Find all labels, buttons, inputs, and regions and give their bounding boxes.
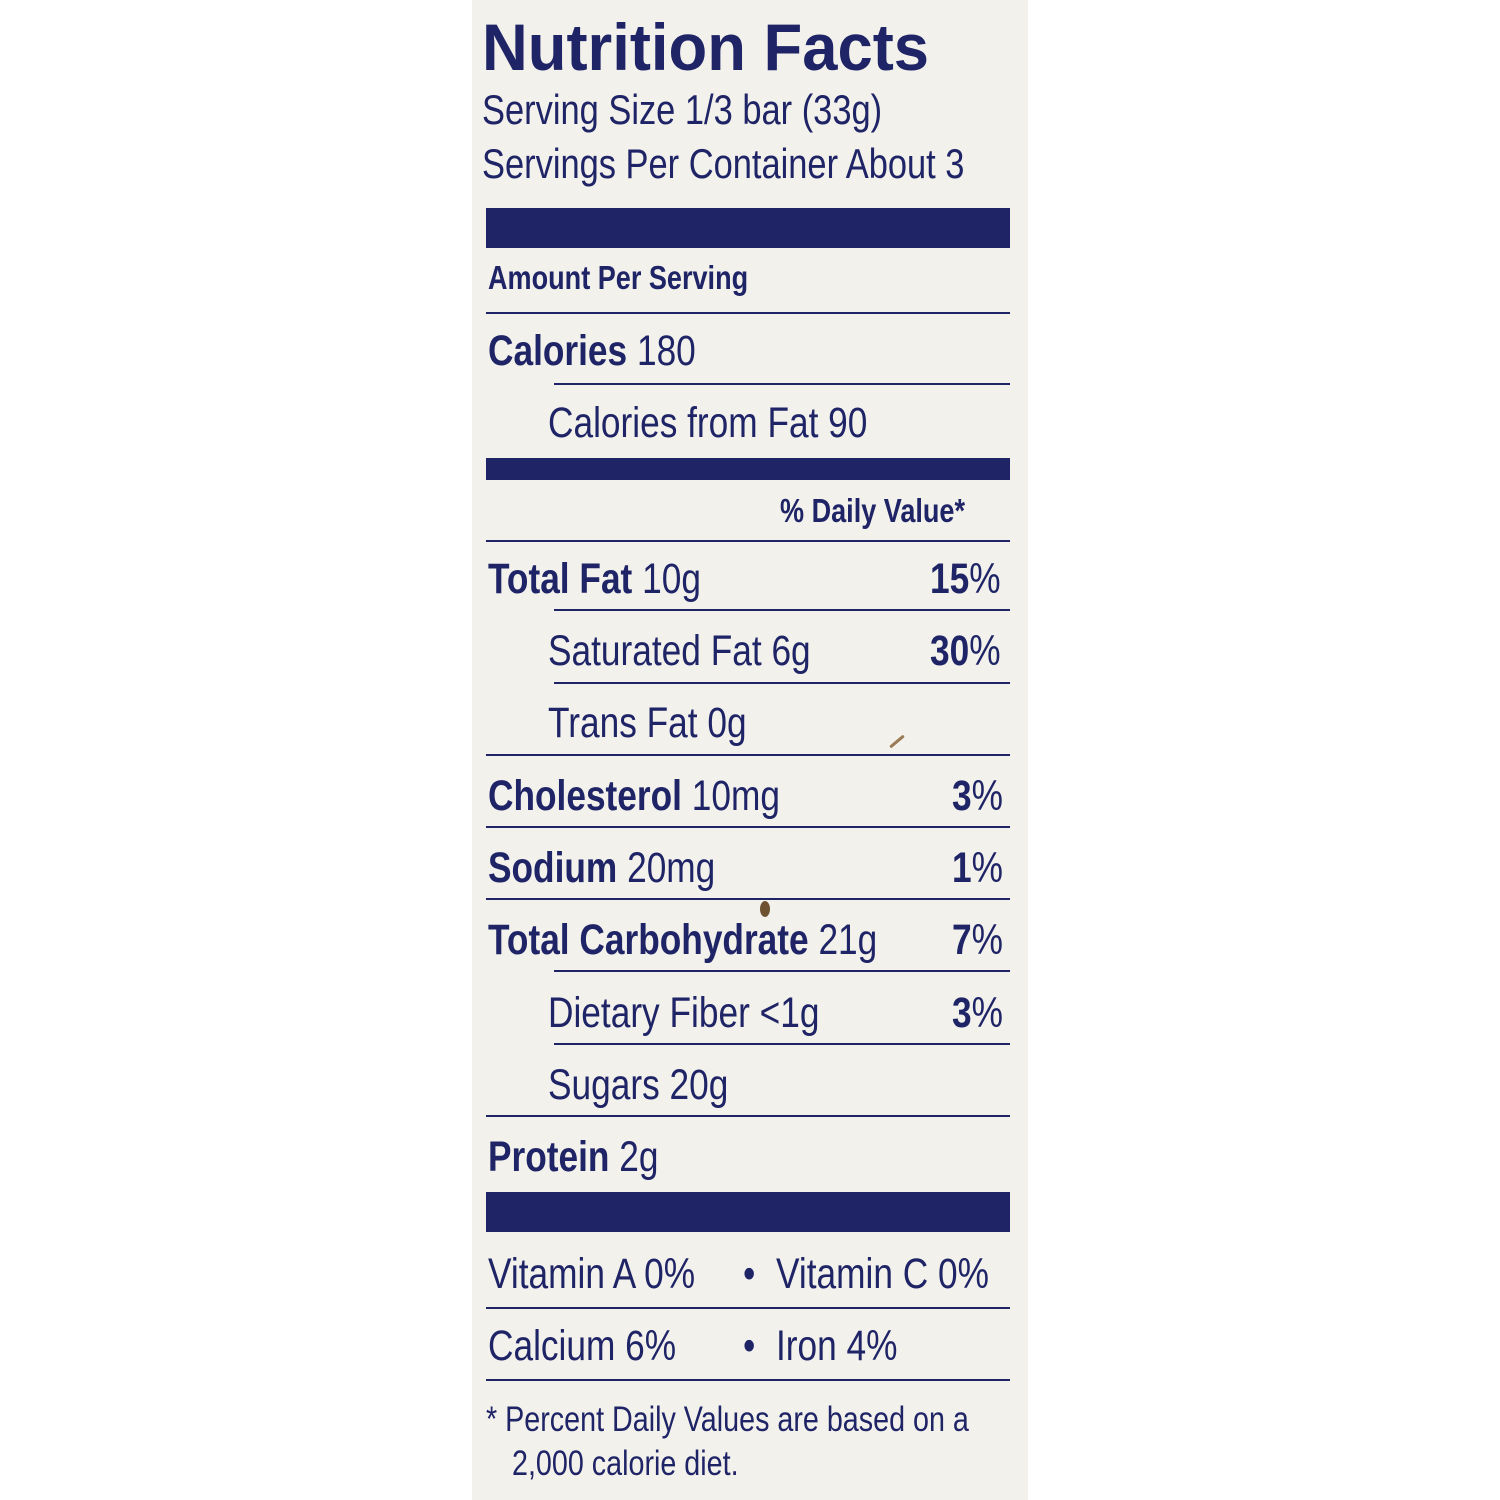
footnote-line-2: 2,000 calorie diet.	[512, 1444, 739, 1483]
bullet-2: •	[743, 1322, 756, 1370]
thick-divider-top	[486, 208, 1010, 248]
dv-number: 1	[952, 844, 972, 892]
nutrient-name: Dietary Fiber	[548, 989, 750, 1037]
dv-percent: %	[971, 916, 1003, 964]
rule-total-carbohydrate	[554, 970, 1010, 972]
nutrient-name: Sugars	[548, 1061, 660, 1109]
footnote-line-1: * Percent Daily Values are based on a	[486, 1400, 969, 1439]
nutrient-name: Cholesterol	[488, 772, 682, 820]
rule-amount	[486, 312, 1010, 314]
nutrient-name: Protein	[488, 1133, 610, 1181]
dv-total-fat: 15%	[930, 558, 1001, 601]
rule-dv-header	[486, 540, 1010, 542]
dv-percent: %	[969, 555, 1001, 603]
nutrient-amount: 20mg	[627, 844, 716, 892]
dv-percent: %	[971, 772, 1003, 820]
rule-calories	[554, 383, 1010, 385]
nutrient-amount: 10g	[642, 555, 701, 603]
rule-dietary-fiber	[554, 1043, 1010, 1045]
nutrient-name: Trans Fat	[548, 699, 698, 747]
rule-sugars	[486, 1115, 1010, 1117]
nutrient-row-trans-fat: Trans Fat 0g	[548, 702, 747, 745]
dv-number: 15	[930, 555, 970, 603]
nutrient-amount: 10mg	[691, 772, 780, 820]
dv-cholesterol: 3%	[952, 775, 1003, 818]
dv-sodium: 1%	[952, 847, 1003, 890]
thick-divider-bottom	[486, 1192, 1010, 1232]
nutrient-row-sugars: Sugars 20g	[548, 1064, 728, 1107]
rule-vitamins	[486, 1307, 1010, 1309]
serving-size: Serving Size 1/3 bar (33g)	[482, 86, 883, 133]
rule-total-fat	[554, 609, 1010, 611]
dv-percent: %	[969, 627, 1001, 675]
dv-saturated-fat: 30%	[930, 630, 1001, 673]
rule-minerals	[486, 1379, 1010, 1381]
dv-number: 3	[952, 989, 972, 1037]
dv-percent: %	[971, 844, 1003, 892]
dv-total-carbohydrate: 7%	[952, 919, 1003, 962]
nutrient-amount: 20g	[669, 1061, 729, 1109]
rule-cholesterol	[486, 826, 1010, 828]
nutrient-row-sodium: Sodium 20mg	[488, 847, 715, 890]
nutrient-name: Sodium	[488, 844, 618, 892]
dv-number: 3	[952, 772, 972, 820]
nutrient-name: Saturated Fat	[548, 627, 762, 675]
rule-sodium	[486, 898, 1010, 900]
nutrient-amount: <1g	[759, 989, 820, 1037]
stain-dot	[760, 901, 770, 917]
nutrient-row-dietary-fiber: Dietary Fiber <1g	[548, 992, 819, 1035]
nutrition-facts-panel	[472, 0, 1028, 1500]
nutrient-row-cholesterol: Cholesterol 10mg	[488, 775, 780, 818]
calories-from-fat: Calories from Fat 90	[548, 399, 868, 447]
dv-number: 30	[930, 627, 970, 675]
bullet-1: •	[743, 1250, 756, 1298]
nutrient-amount: 0g	[707, 699, 747, 747]
daily-value-header: % Daily Value*	[780, 492, 966, 529]
calcium: Calcium 6%	[488, 1322, 677, 1370]
nutrient-row-total-fat: Total Fat 10g	[488, 558, 701, 601]
nutrient-name: Total Carbohydrate	[488, 916, 809, 964]
rule-saturated-fat	[554, 682, 1010, 684]
amount-per-serving: Amount Per Serving	[488, 259, 749, 296]
rule-trans-fat	[486, 754, 1010, 756]
nutrient-row-total-carbohydrate: Total Carbohydrate 21g	[488, 919, 877, 962]
nutrient-amount: 21g	[818, 916, 878, 964]
nutrient-amount: 2g	[619, 1133, 659, 1181]
nutrient-amount: 6g	[771, 627, 811, 675]
dv-number: 7	[952, 916, 972, 964]
vitamin-c: Vitamin C 0%	[776, 1250, 989, 1298]
calories-label: Calories	[488, 327, 628, 375]
iron: Iron 4%	[776, 1322, 898, 1370]
dv-percent: %	[971, 989, 1003, 1037]
nutrition-facts-title: Nutrition Facts	[482, 10, 930, 84]
vitamin-a: Vitamin A 0%	[488, 1250, 696, 1298]
calories-row: Calories 180	[488, 330, 696, 373]
calories-value: 180	[636, 327, 696, 375]
servings-per-container: Servings Per Container About 3	[482, 140, 965, 187]
thick-divider-middle	[486, 458, 1010, 480]
nutrient-row-saturated-fat: Saturated Fat 6g	[548, 630, 811, 673]
dv-dietary-fiber: 3%	[952, 992, 1003, 1035]
nutrient-row-protein: Protein 2g	[488, 1136, 659, 1179]
nutrient-name: Total Fat	[488, 555, 633, 603]
